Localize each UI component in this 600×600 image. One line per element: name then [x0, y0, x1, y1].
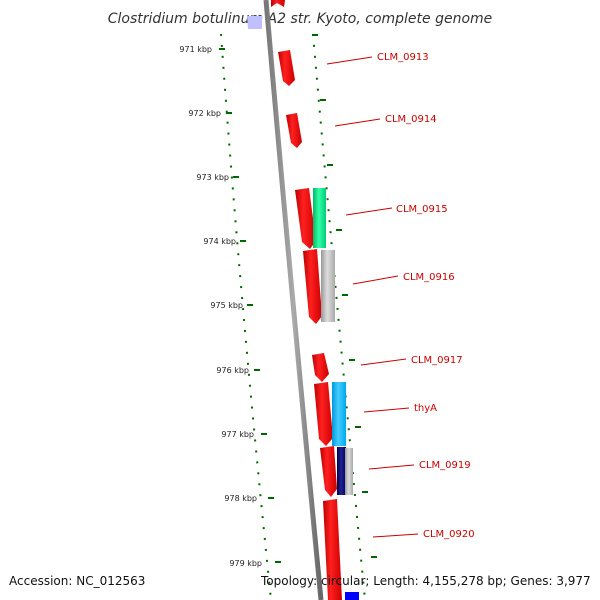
gene-label: CLM_0920 [423, 529, 475, 540]
cds-arrow [320, 446, 337, 497]
tick-label: 973 kbp [196, 173, 229, 182]
gene-leader-line [326, 56, 373, 65]
gene-labels: CLM_0913 CLM_0914 CLM_0915 CLM_0916 CLM_… [377, 52, 475, 540]
genes-label: Genes: [510, 574, 553, 588]
cog-feature-blue [345, 592, 359, 600]
cog-feature-green [313, 188, 326, 248]
accession-info: Accession: NC_012563 [9, 574, 145, 588]
cog-feature-gray [321, 250, 335, 322]
cds-arrow [286, 113, 302, 148]
tick-label: 971 kbp [179, 45, 212, 54]
gene-leader-line [363, 407, 410, 413]
cds-arrow [314, 382, 333, 446]
tick-ring-inner [312, 33, 366, 600]
tick-label: 974 kbp [203, 237, 236, 246]
cds-arrow [303, 249, 322, 324]
cds-arrow [295, 188, 316, 249]
tick-label: 975 kbp [210, 301, 243, 310]
topology-value: circular [320, 574, 366, 588]
gene-leader-line [345, 207, 393, 216]
length-label: Length: [373, 574, 419, 588]
genes-count: 3,977 [556, 574, 591, 588]
genome-summary: Topology: circular; Length: 4,155,278 bp… [261, 574, 591, 588]
cog-feature-navy [337, 447, 346, 495]
cds-features [271, 0, 342, 600]
tick-label: 977 kbp [221, 430, 254, 439]
tick-label: 972 kbp [188, 109, 221, 118]
gene-label: CLM_0914 [385, 114, 437, 125]
gene-label: thyA [414, 403, 437, 414]
gene-leaders [326, 56, 419, 538]
tick-labels: 971 kbp 972 kbp 973 kbp 974 kbp 975 kbp … [179, 45, 262, 568]
cog-feature-gray [345, 448, 353, 495]
map-title: Clostridium botulinum A2 str. Kyoto, com… [108, 11, 493, 27]
tick-label: 978 kbp [224, 494, 257, 503]
genome-backbone [263, 0, 324, 600]
gene-leader-line [360, 358, 407, 366]
gene-leader-line [334, 118, 381, 127]
gene-leader-line [368, 464, 415, 470]
accession-value: NC_012563 [76, 574, 146, 588]
gene-leader-line [372, 533, 419, 538]
tick-ring-outer [220, 33, 272, 600]
gene-label: CLM_0915 [396, 204, 448, 215]
cog-features [313, 188, 359, 600]
gene-leader-line [352, 275, 399, 285]
cds-arrow [323, 499, 342, 600]
cog-feature-cyan [332, 382, 346, 446]
cog-feature-lavender [247, 16, 262, 29]
cds-arrow [271, 0, 285, 7]
length-value: 4,155,278 bp [422, 574, 503, 588]
gene-label: CLM_0916 [403, 272, 455, 283]
cds-arrow [278, 50, 295, 86]
tick-marks [219, 34, 377, 563]
tick-label: 979 kbp [229, 559, 262, 568]
gene-label: CLM_0919 [419, 460, 471, 471]
accession-label: Accession: [9, 574, 73, 588]
tick-label: 976 kbp [216, 366, 249, 375]
cds-arrow [312, 353, 329, 382]
gene-label: CLM_0913 [377, 52, 429, 63]
gene-label: CLM_0917 [411, 355, 463, 366]
topology-label: Topology: [261, 574, 318, 588]
